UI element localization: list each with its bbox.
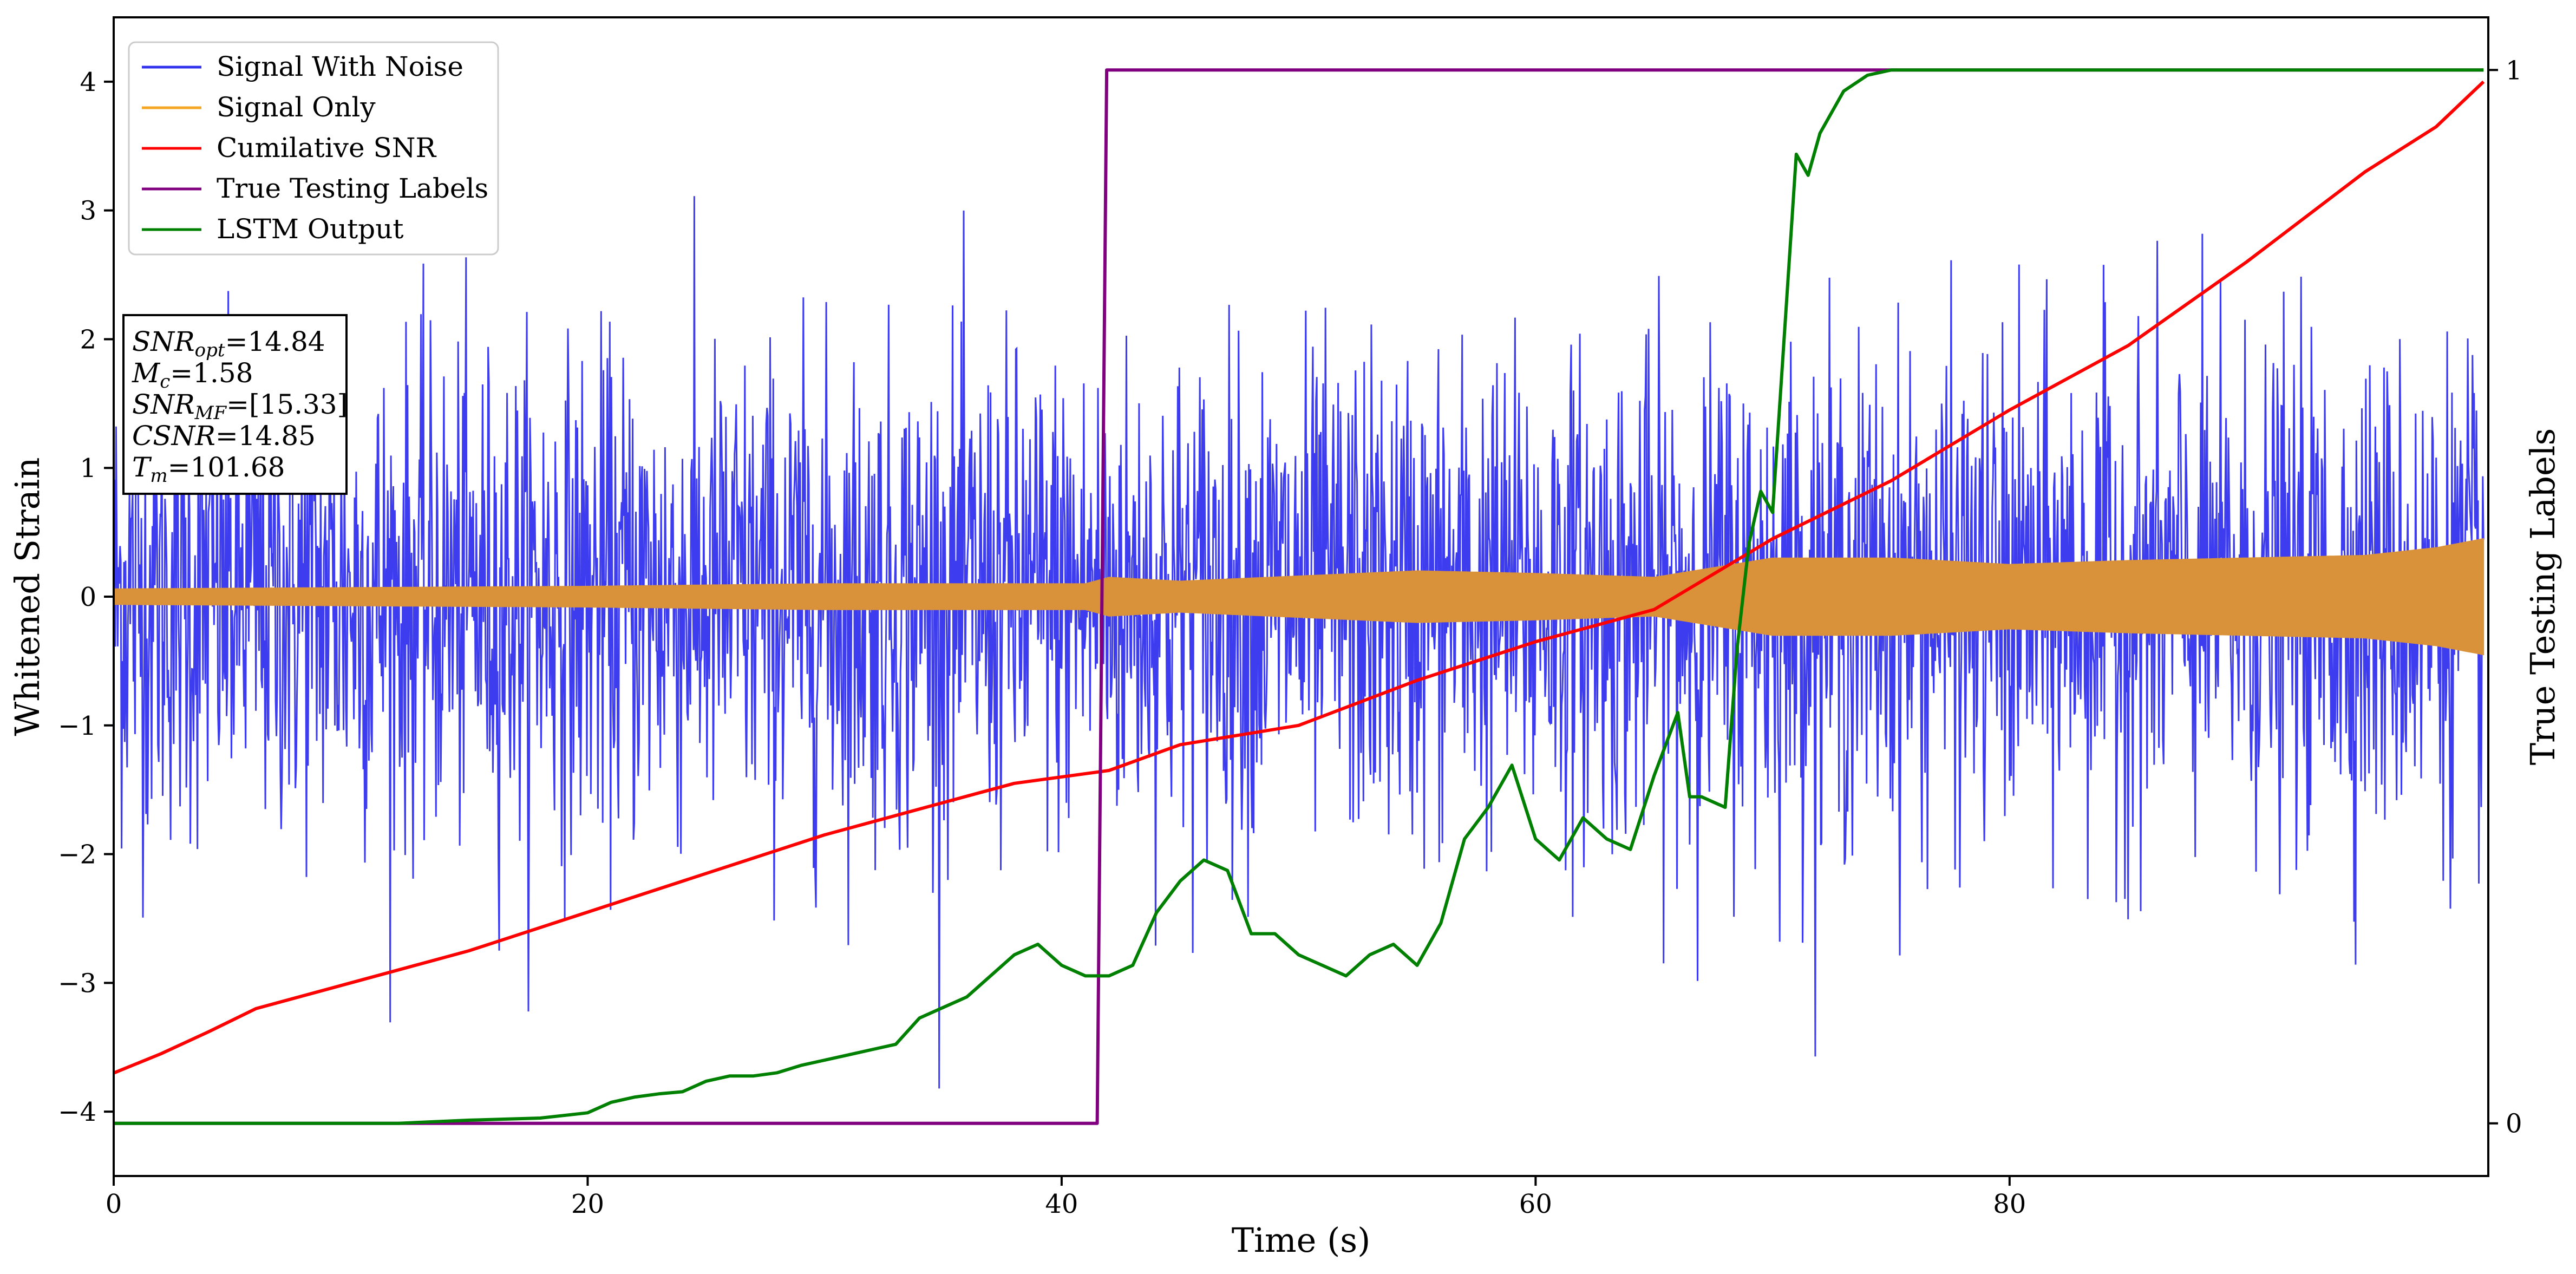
y-tick-label-left: −1	[58, 711, 96, 741]
cumilative-snr-line	[114, 80, 2485, 1075]
legend: Signal With Noise Signal Only Cumilative…	[128, 41, 499, 256]
y-tick-label-left: 1	[80, 453, 96, 484]
true-testing-labels-line	[114, 68, 2484, 1125]
y-tick-label-left: −3	[58, 968, 96, 998]
plot-area	[114, 68, 2485, 1125]
annotation-csnr: CSNR=14.85	[132, 420, 316, 452]
x-tick-label: 20	[571, 1189, 604, 1219]
legend-label-cumilative-snr: Cumilative SNR	[217, 132, 436, 164]
y-tick-label-left: −2	[58, 840, 96, 870]
annotation-tm: Tm=101.68	[132, 452, 285, 487]
legend-label-signal-only: Signal Only	[217, 92, 376, 123]
series-true-testing-labels	[114, 68, 2484, 1125]
y-axis-left: −4 −3 −2 −1 0 1 2 3 4	[58, 67, 114, 1127]
y-tick-label-left: −4	[58, 1097, 96, 1127]
lstm-output-line	[114, 68, 2484, 1125]
y-axis-right: 01	[2488, 55, 2522, 1139]
y-tick-label-right: 0	[2506, 1109, 2522, 1139]
x-axis: 0 20 40 60 80	[106, 1176, 2026, 1219]
legend-box	[128, 41, 499, 256]
legend-label-signal-with-noise: Signal With Noise	[217, 51, 463, 82]
x-tick-label: 60	[1519, 1189, 1552, 1219]
annotation-snr-opt: SNRopt=14.84	[132, 326, 325, 361]
y-axis-label-left: Whitened Strain	[8, 458, 47, 736]
x-tick-label: 40	[1045, 1189, 1078, 1219]
y-tick-label-left: 0	[80, 582, 96, 612]
series-lstm-output	[114, 68, 2484, 1125]
x-tick-label: 0	[106, 1189, 122, 1219]
annotation-snr-mf: SNRMF=[15.33]	[132, 389, 348, 424]
annotation-mc: Mc=1.58	[132, 357, 253, 393]
y-tick-label-left: 4	[80, 67, 96, 97]
x-axis-label: Time (s)	[1232, 1220, 1371, 1260]
y-tick-label-right: 1	[2506, 55, 2522, 86]
legend-label-true-testing-labels: True Testing Labels	[217, 173, 488, 204]
y-tick-label-left: 3	[80, 196, 96, 226]
y-axis-label-right: True Testing Labels	[2523, 428, 2562, 766]
signal-only-band	[114, 538, 2485, 656]
series-signal-only	[114, 538, 2485, 656]
legend-label-lstm-output: LSTM Output	[217, 213, 403, 245]
annotation-box	[122, 314, 348, 495]
x-tick-label: 80	[1993, 1189, 2026, 1219]
y-tick-label-left: 2	[80, 324, 96, 355]
series-cumilative-snr	[114, 80, 2485, 1075]
parameter-annotation: SNRopt=14.84 Mc=1.58 SNRMF=[15.33] CSNR=…	[122, 314, 348, 495]
